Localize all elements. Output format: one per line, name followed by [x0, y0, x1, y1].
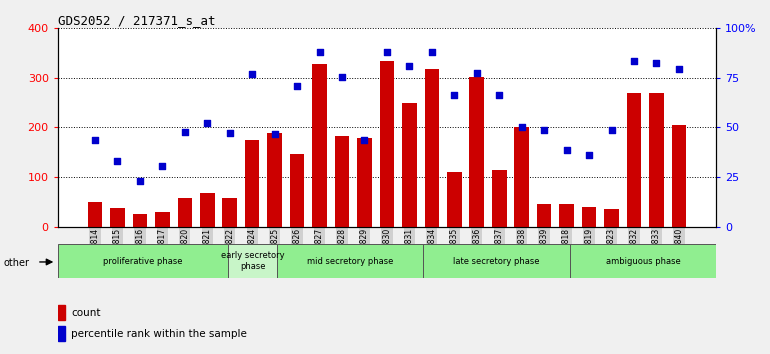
Point	[605, 127, 618, 133]
Text: other: other	[4, 258, 30, 268]
Point	[561, 147, 573, 153]
Point	[291, 84, 303, 89]
Point	[156, 163, 169, 169]
Bar	[155, 212, 169, 227]
Point	[538, 127, 551, 133]
Point	[246, 72, 259, 77]
Point	[426, 49, 438, 55]
Point	[134, 178, 146, 184]
Text: GDS2052 / 217371_s_at: GDS2052 / 217371_s_at	[58, 14, 216, 27]
Bar	[200, 193, 215, 227]
Point	[112, 158, 124, 164]
Text: mid secretory phase: mid secretory phase	[307, 257, 393, 266]
Point	[201, 121, 213, 126]
Point	[313, 49, 326, 55]
Bar	[447, 172, 461, 227]
Bar	[570, 244, 716, 278]
Point	[89, 137, 101, 143]
Bar	[402, 103, 417, 227]
Text: ambiguous phase: ambiguous phase	[605, 257, 681, 266]
Point	[223, 131, 236, 136]
Text: proliferative phase: proliferative phase	[103, 257, 182, 266]
Bar	[627, 93, 641, 227]
Point	[583, 152, 595, 158]
Text: late secretory phase: late secretory phase	[454, 257, 540, 266]
Bar	[313, 64, 326, 227]
Point	[650, 60, 662, 66]
Point	[515, 125, 527, 130]
Text: early secretory
phase: early secretory phase	[221, 251, 285, 271]
Bar	[277, 244, 424, 278]
Point	[380, 49, 393, 55]
Bar	[559, 204, 574, 227]
Bar	[380, 61, 394, 227]
Bar	[223, 198, 237, 227]
Bar	[110, 208, 125, 227]
Bar	[88, 202, 102, 227]
Point	[336, 74, 348, 80]
Bar	[424, 244, 570, 278]
Bar	[178, 198, 192, 227]
Bar	[357, 138, 372, 227]
Point	[179, 130, 191, 135]
Bar	[649, 93, 664, 227]
Bar	[290, 154, 304, 227]
Bar	[229, 244, 277, 278]
Point	[493, 92, 505, 98]
Bar	[58, 305, 65, 320]
Point	[269, 132, 281, 137]
Point	[403, 64, 416, 69]
Point	[470, 70, 483, 76]
Bar	[671, 125, 686, 227]
Bar	[470, 77, 484, 227]
Bar	[245, 140, 259, 227]
Bar	[492, 170, 507, 227]
Text: percentile rank within the sample: percentile rank within the sample	[71, 329, 247, 339]
Text: count: count	[71, 308, 101, 318]
Point	[448, 92, 460, 98]
Bar	[424, 69, 439, 227]
Bar	[267, 133, 282, 227]
Bar	[335, 136, 350, 227]
Bar	[58, 326, 65, 341]
Bar	[58, 244, 229, 278]
Bar	[604, 209, 619, 227]
Bar	[514, 127, 529, 227]
Point	[673, 66, 685, 72]
Bar	[537, 204, 551, 227]
Bar	[582, 207, 596, 227]
Point	[628, 58, 640, 63]
Bar	[132, 214, 147, 227]
Point	[358, 137, 370, 143]
